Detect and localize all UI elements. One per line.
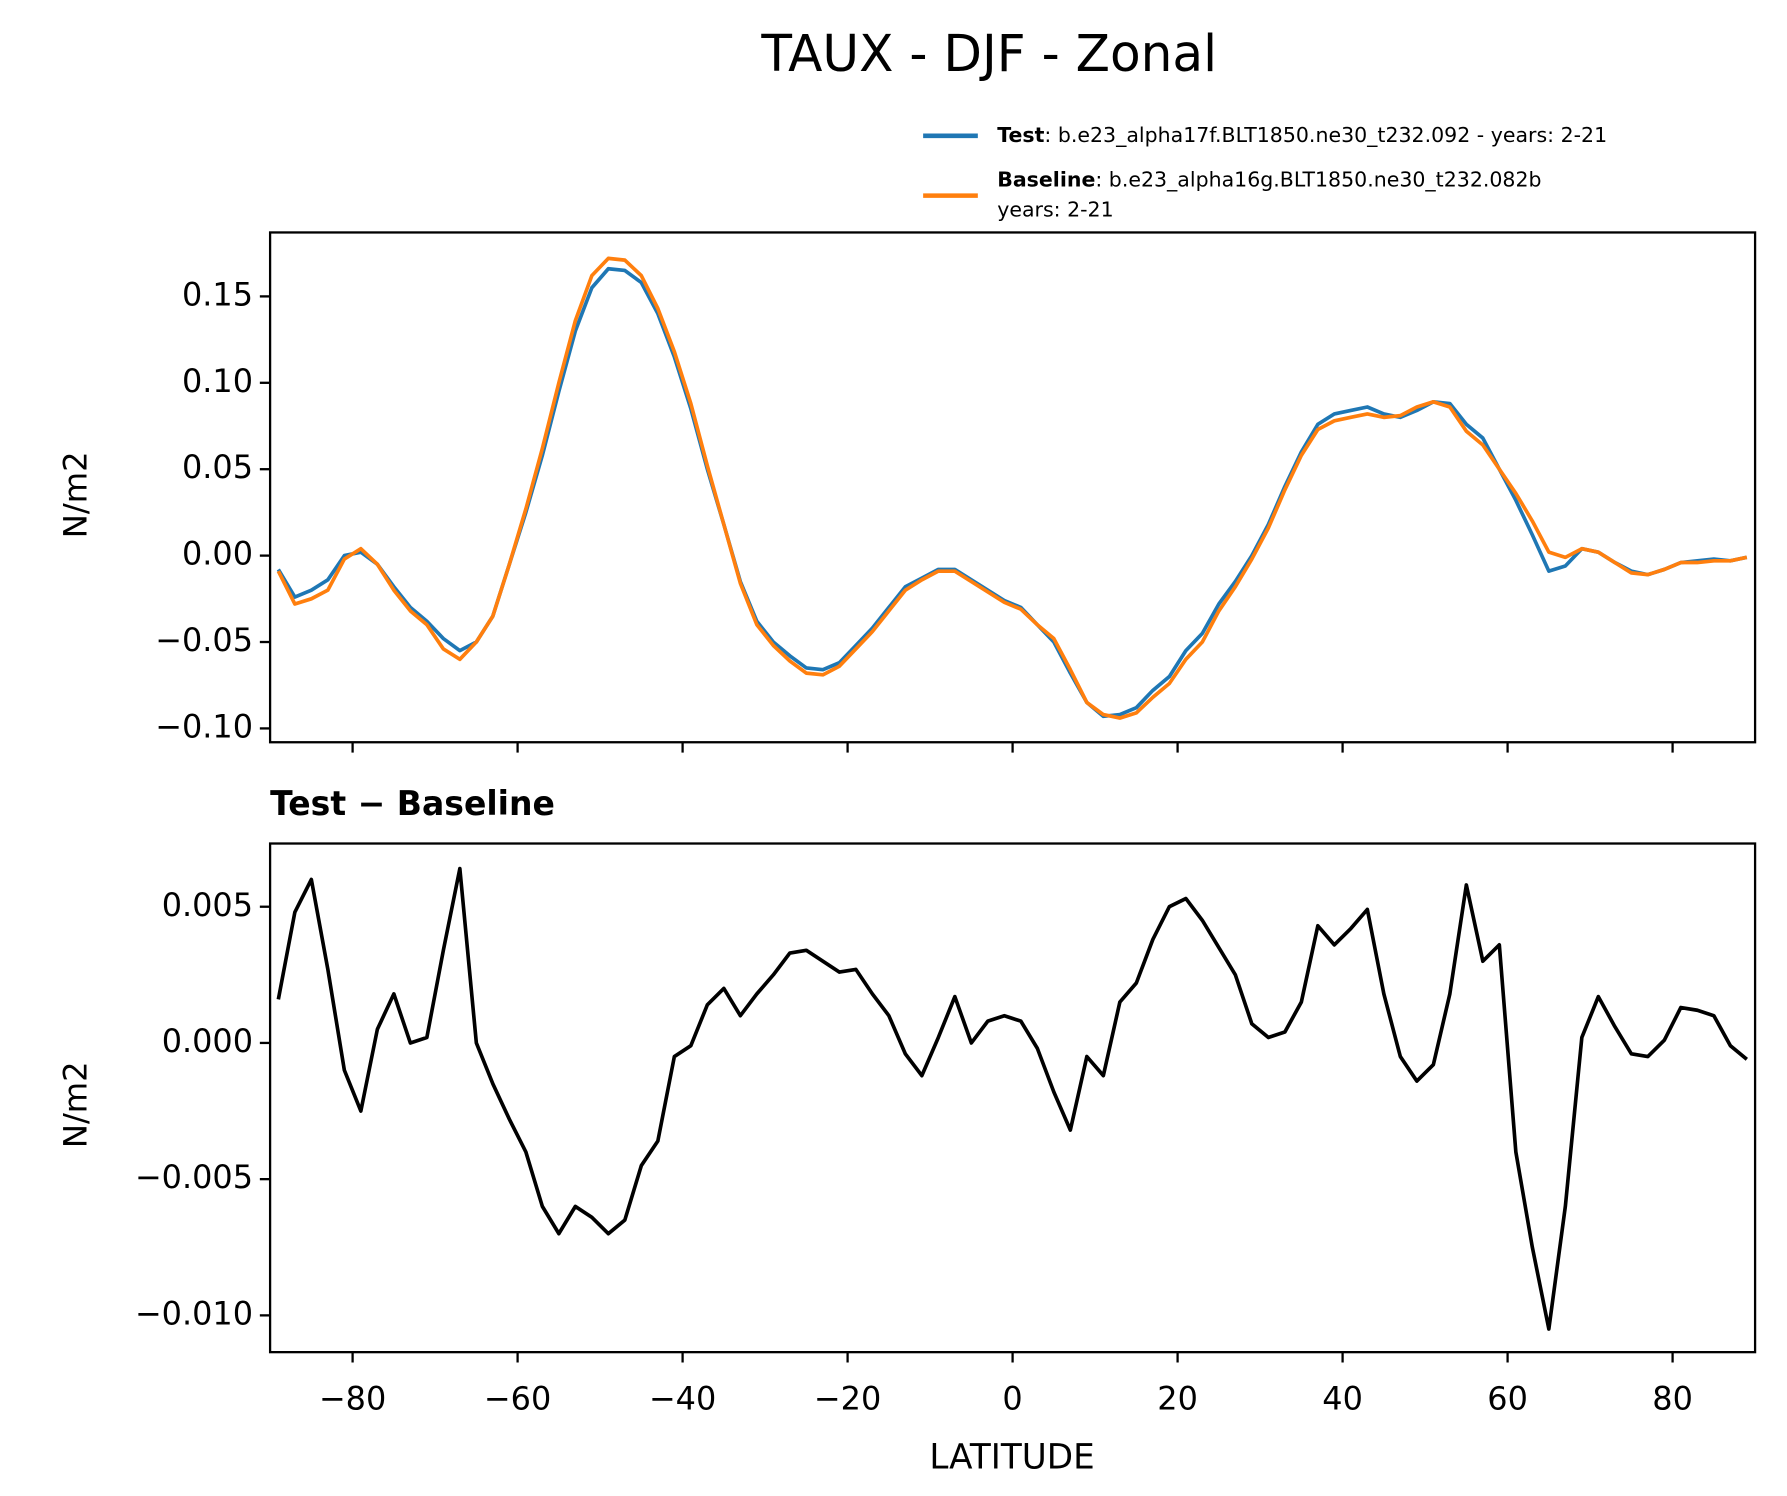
y-tick-label: −0.10 <box>155 707 253 745</box>
data-line <box>276 266 1748 719</box>
legend-description: : b.e23_alpha16g.BLT1850.ne30_t232.082b <box>1095 168 1541 193</box>
legend-entry: Baseline: b.e23_alpha16g.BLT1850.ne30_t2… <box>997 168 1541 222</box>
x-tick-label: 80 <box>1652 1379 1693 1417</box>
x-tick-label: −60 <box>484 1379 551 1417</box>
plot-area <box>276 866 1748 1331</box>
x-tick-label: 0 <box>1002 1379 1022 1417</box>
legend-name: Test <box>997 123 1044 147</box>
data-line <box>276 866 1748 1331</box>
subplot-title: Test − Baseline <box>270 784 555 823</box>
y-axis-label: N/m2 <box>57 1061 95 1148</box>
plot-area <box>276 256 1748 720</box>
x-tick-label: 60 <box>1487 1379 1528 1417</box>
y-tick-label: −0.05 <box>155 621 253 659</box>
x-tick-label: −80 <box>319 1379 386 1417</box>
data-line <box>276 256 1748 720</box>
x-tick-label: 20 <box>1157 1379 1198 1417</box>
legend-description: years: 2-21 <box>997 198 1113 222</box>
y-tick-label: −0.005 <box>135 1158 253 1196</box>
axes-frame <box>268 842 1757 1354</box>
legend-description: : b.e23_alpha17f.BLT1850.ne30_t232.092 -… <box>1044 123 1607 148</box>
x-tick-label: 40 <box>1322 1379 1363 1417</box>
y-tick-label: 0.10 <box>182 362 253 400</box>
legend-name: Baseline <box>997 168 1095 192</box>
legend-entry: Test: b.e23_alpha17f.BLT1850.ne30_t232.0… <box>997 123 1607 148</box>
y-tick-label: 0.15 <box>182 275 253 313</box>
y-tick-label: 0.000 <box>162 1022 253 1060</box>
y-axis-label: N/m2 <box>57 451 95 538</box>
y-tick-label: 0.05 <box>182 448 253 486</box>
axes-frame <box>268 231 1757 744</box>
y-tick-label: −0.010 <box>135 1294 253 1332</box>
chart-title: TAUX - DJF - Zonal <box>760 24 1217 83</box>
x-tick-label: −40 <box>649 1379 716 1417</box>
y-tick-label: 0.00 <box>182 535 253 573</box>
y-tick-label: 0.005 <box>162 886 253 924</box>
x-tick-label: −20 <box>814 1379 881 1417</box>
x-axis-label: LATITUDE <box>929 1438 1094 1478</box>
